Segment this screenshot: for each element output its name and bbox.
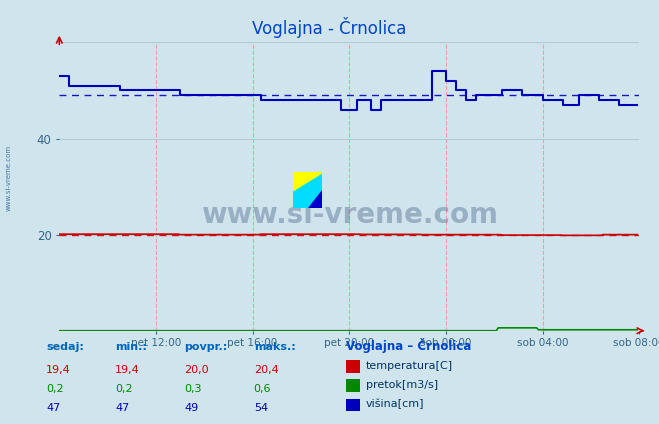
- Text: 20,0: 20,0: [185, 365, 209, 375]
- Text: 0,2: 0,2: [115, 384, 133, 394]
- Text: min.:: min.:: [115, 342, 147, 352]
- Text: 49: 49: [185, 403, 199, 413]
- Text: višina[cm]: višina[cm]: [366, 399, 424, 409]
- Text: 19,4: 19,4: [46, 365, 71, 375]
- Text: 47: 47: [115, 403, 130, 413]
- Text: www.si-vreme.com: www.si-vreme.com: [5, 145, 11, 211]
- Text: 19,4: 19,4: [115, 365, 140, 375]
- Text: Voglajna - Črnolica: Voglajna - Črnolica: [252, 17, 407, 38]
- Text: 54: 54: [254, 403, 268, 413]
- Text: pretok[m3/s]: pretok[m3/s]: [366, 380, 438, 390]
- Text: 0,3: 0,3: [185, 384, 202, 394]
- Text: 47: 47: [46, 403, 61, 413]
- Text: www.si-vreme.com: www.si-vreme.com: [201, 201, 498, 229]
- Text: povpr.:: povpr.:: [185, 342, 228, 352]
- Polygon shape: [293, 172, 322, 190]
- Polygon shape: [293, 172, 322, 208]
- Text: Voglajna – Črnolica: Voglajna – Črnolica: [346, 338, 471, 353]
- Text: 0,6: 0,6: [254, 384, 272, 394]
- Text: 20,4: 20,4: [254, 365, 279, 375]
- Polygon shape: [308, 190, 322, 208]
- Text: maks.:: maks.:: [254, 342, 295, 352]
- Text: sedaj:: sedaj:: [46, 342, 84, 352]
- Text: 0,2: 0,2: [46, 384, 64, 394]
- Text: temperatura[C]: temperatura[C]: [366, 361, 453, 371]
